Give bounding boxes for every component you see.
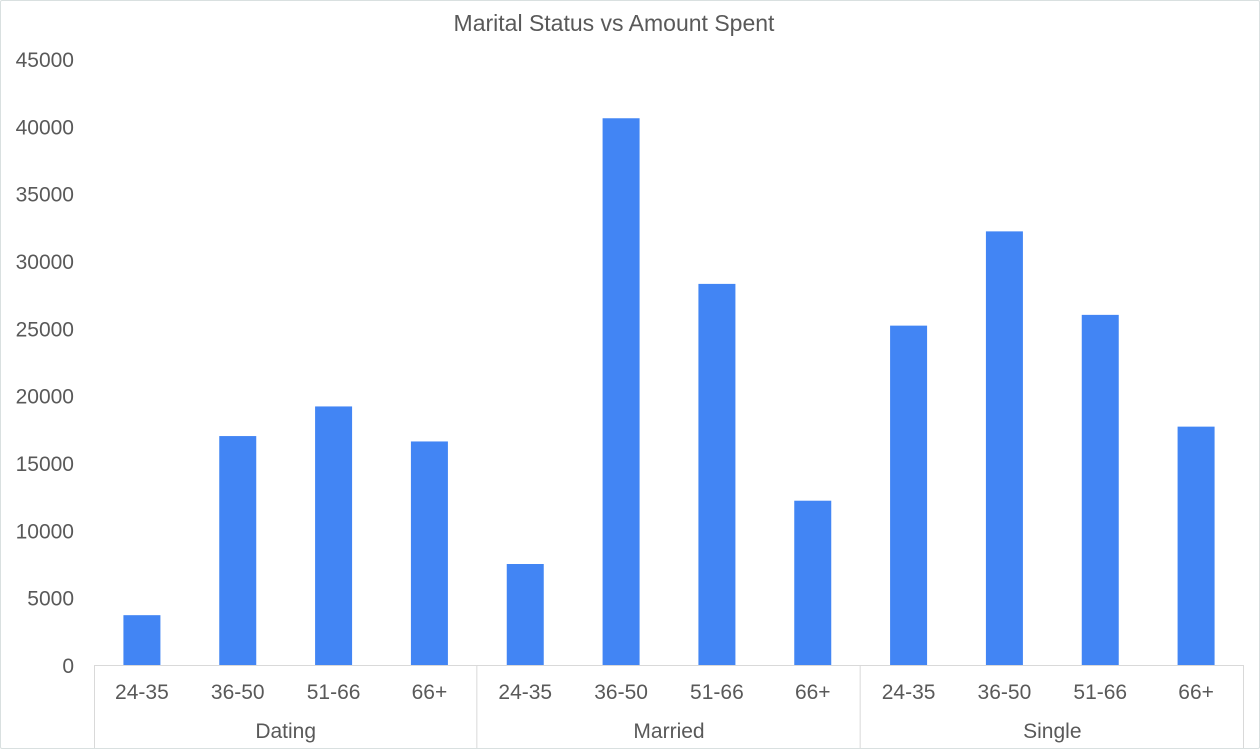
chart-title: Marital Status vs Amount Spent	[454, 10, 775, 36]
group-label-married: Married	[633, 720, 704, 743]
y-tick-label: 35000	[16, 184, 74, 207]
x-tick-label: 24-35	[498, 681, 552, 704]
x-tick-label: 24-35	[882, 681, 936, 704]
bar-dating-51-66	[315, 406, 353, 665]
x-tick-label: 36-50	[594, 681, 648, 704]
x-tick-label: 51-66	[690, 681, 744, 704]
y-tick-label: 30000	[16, 251, 74, 274]
y-tick-label: 15000	[16, 453, 74, 476]
bar-married-51-66	[698, 283, 736, 665]
bars	[123, 118, 1215, 665]
x-tick-label: 36-50	[211, 681, 265, 704]
x-tick-label: 51-66	[1073, 681, 1127, 704]
y-tick-label: 40000	[16, 116, 74, 139]
bar-single-66plus	[1177, 426, 1215, 665]
bar-married-36-50	[602, 118, 640, 665]
x-tick-label: 66+	[795, 681, 831, 704]
y-tick-label: 10000	[16, 520, 74, 543]
y-tick-label: 5000	[27, 588, 74, 611]
bar-dating-66plus	[410, 441, 448, 665]
x-tick-label: 36-50	[978, 681, 1032, 704]
x-tick-label: 51-66	[307, 681, 361, 704]
x-tick-label: 66+	[1178, 681, 1214, 704]
group-label-single: Single	[1023, 720, 1081, 743]
bar-dating-36-50	[219, 436, 257, 665]
y-tick-label: 20000	[16, 386, 74, 409]
x-tick-label: 24-35	[115, 681, 169, 704]
y-tick-label: 45000	[16, 49, 74, 72]
group-label-dating: Dating	[255, 720, 316, 743]
bar-single-51-66	[1081, 314, 1119, 665]
y-axis: 0 5000 10000 15000 20000 25000 30000 35000 40000…	[16, 49, 74, 678]
bar-single-24-35	[890, 325, 928, 665]
bar-married-66plus	[794, 500, 832, 665]
y-tick-label: 0	[62, 655, 74, 678]
x-axis: 24-35 36-50 51-66 66+ Dating 24-35 36-50 51-66 6…	[94, 665, 1244, 748]
y-tick-label: 25000	[16, 318, 74, 341]
bar-dating-24-35	[123, 615, 161, 665]
bar-single-36-50	[985, 231, 1023, 665]
x-tick-label: 66+	[412, 681, 448, 704]
bar-married-24-35	[506, 564, 544, 665]
